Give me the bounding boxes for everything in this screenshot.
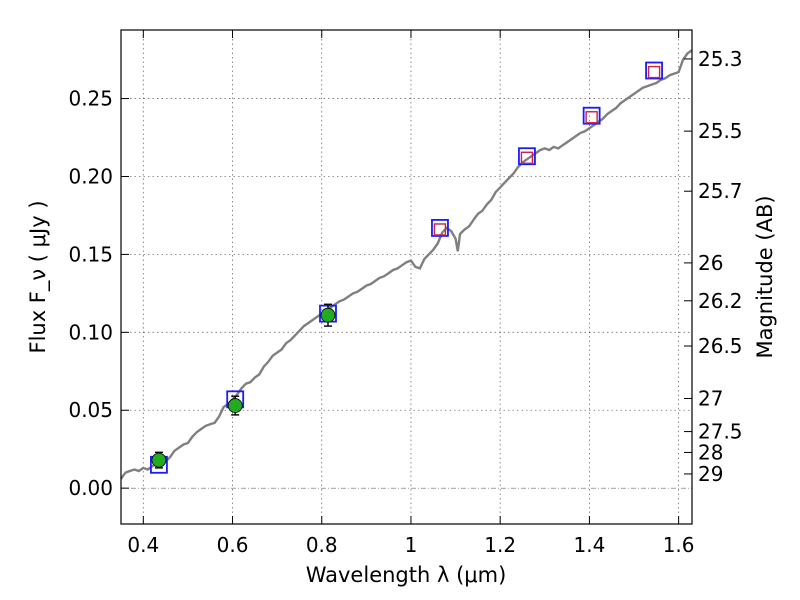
y2-tick-label: 26 (698, 251, 723, 275)
observed-ir-square (520, 151, 534, 164)
y2-tick-label: 25.5 (698, 119, 743, 143)
y-tick-label: 0.20 (68, 164, 113, 188)
model-photometry-square (431, 219, 449, 237)
y-tick-label: 0.05 (68, 398, 113, 422)
model-photometry-square (582, 106, 601, 125)
observed-optical-point (151, 452, 167, 468)
observed-optical-point (320, 307, 336, 323)
y2-tick-label: 29 (698, 462, 723, 486)
y2-tick-label: 28 (698, 440, 723, 464)
x-tick-label: 1.2 (484, 533, 516, 557)
y-tick-label: 0.10 (68, 320, 113, 344)
x-tick-label: 0.6 (217, 533, 249, 557)
x-tick-label: 1.6 (663, 533, 695, 557)
observed-ir-square (585, 111, 598, 124)
y2-tick-label: 27.5 (698, 420, 743, 444)
observed-optical-point (227, 398, 243, 413)
x-tick-label: 0.8 (306, 533, 338, 557)
model-photometry-square (518, 147, 536, 166)
ticks-layer: 0.4 0.6 0.8 1 1.2 1.4 1.6 0.00 0.05 0.10 0.15 0.20 0… (68, 30, 743, 557)
observed-ir-square (647, 65, 661, 79)
model-spectrum-line (120, 49, 693, 480)
x-tick-label: 1 (405, 533, 418, 557)
x-axis-label: Wavelength λ (μm) (306, 563, 507, 587)
y2-axis-label: Magnitude (AB) (753, 195, 777, 358)
x-tick-label: 1.4 (573, 533, 605, 557)
observed-ir-square (433, 223, 447, 236)
data-points-layer (150, 61, 663, 474)
plot-frame (120, 29, 693, 525)
y2-tick-label: 25.7 (698, 179, 743, 203)
x-tick-label: 0.4 (127, 533, 159, 557)
y-tick-label: 0.15 (68, 242, 113, 266)
y2-tick-label: 27 (698, 386, 723, 410)
y2-tick-label: 26.5 (698, 334, 743, 358)
y-axis-label: Flux F_ν ( μJy ) (26, 200, 51, 353)
model-spectrum-layer (120, 49, 693, 480)
y2-tick-label: 26.2 (698, 289, 743, 313)
model-photometry-square (645, 61, 663, 80)
y-tick-label: 0.25 (68, 87, 113, 111)
y-tick-label: 0.00 (68, 476, 113, 500)
grid (121, 30, 692, 524)
y2-tick-label: 25.3 (698, 47, 743, 71)
